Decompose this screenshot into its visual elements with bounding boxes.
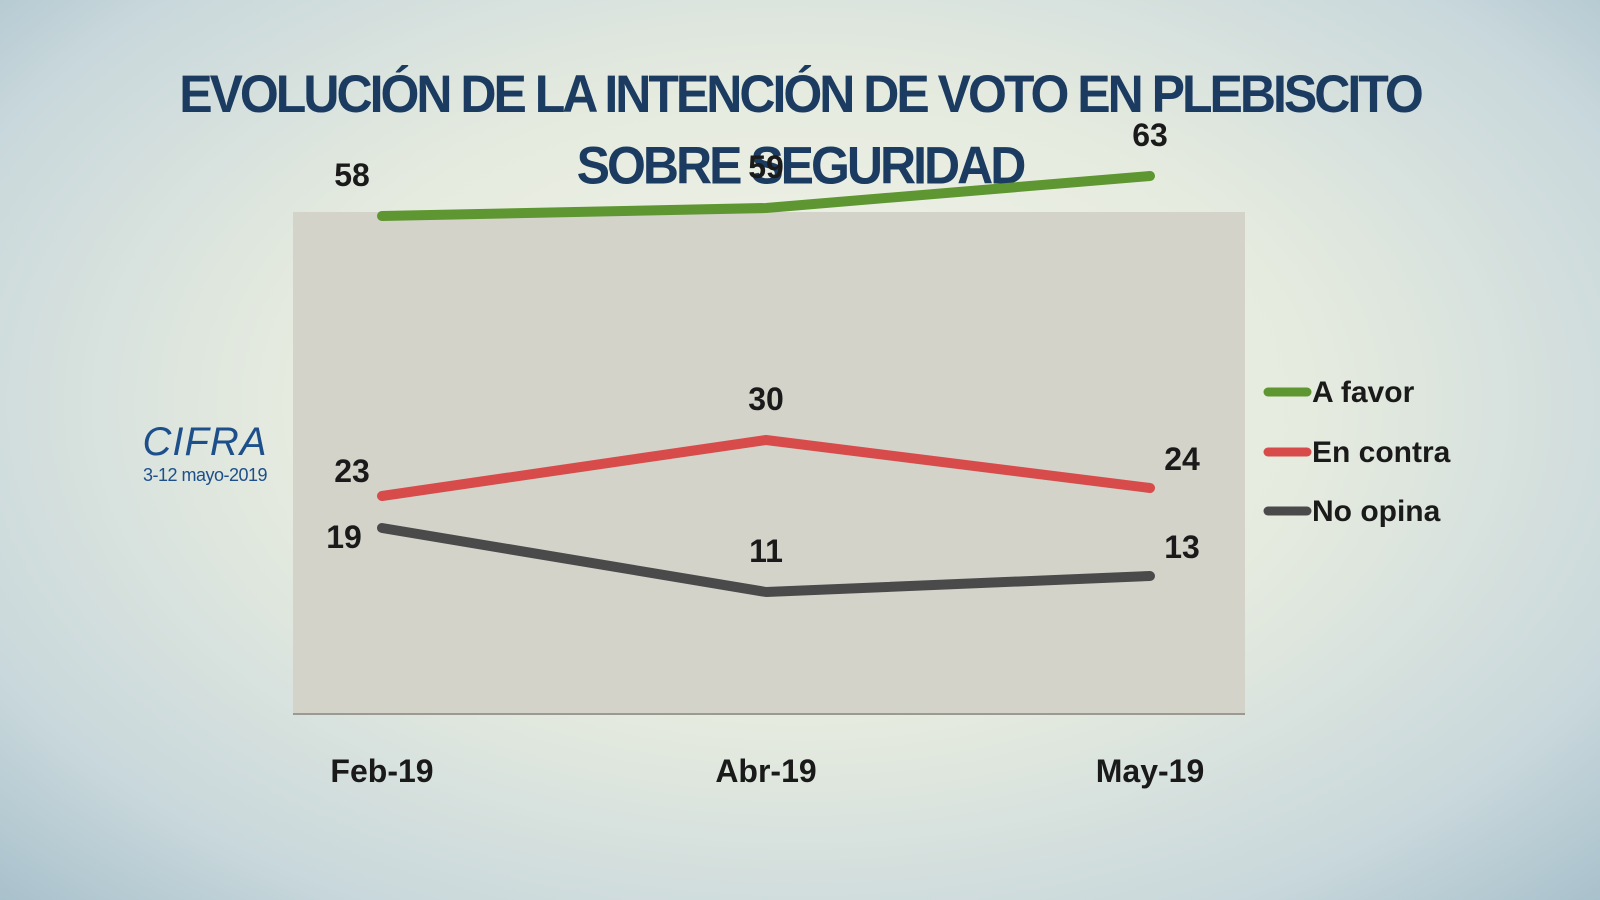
data-label-no-opina-abr-19: 11	[749, 533, 783, 569]
plot-area	[293, 212, 1245, 714]
data-label-a-favor-may-19: 63	[1132, 117, 1168, 153]
data-label-en-contra-feb-19: 23	[334, 453, 370, 489]
survey-date: 3-12 mayo-2019	[142, 465, 268, 485]
x-tick-label-feb-19: Feb-19	[330, 753, 433, 789]
series-line-no-opina	[377, 523, 1155, 597]
series-line-a-favor	[377, 171, 1155, 221]
data-label-a-favor-feb-19: 58	[334, 157, 370, 193]
brand-block: CIFRA 3-12 mayo-2019	[130, 420, 280, 486]
chart-title-line-1: EVOLUCIÓN DE LA INTENCIÓN DE VOTO EN PLE…	[179, 64, 1424, 124]
data-label-no-opina-feb-19: 19	[326, 519, 362, 555]
data-label-en-contra-may-19: 24	[1164, 441, 1200, 477]
series-line-en-contra	[377, 435, 1155, 501]
data-label-en-contra-abr-19: 30	[748, 381, 784, 417]
x-tick-label-may-19: May-19	[1096, 753, 1205, 789]
data-label-no-opina-may-19: 13	[1164, 529, 1200, 565]
legend-label-no-opina: No opina	[1312, 495, 1441, 528]
legend-label-a-favor: A favor	[1312, 376, 1415, 409]
cifra-logo: CIFRA	[142, 420, 268, 464]
x-tick-label-abr-19: Abr-19	[715, 753, 816, 789]
legend-label-en-contra: En contra	[1312, 436, 1451, 469]
data-label-a-favor-abr-19: 59	[748, 149, 784, 185]
chart-title-line-2: SOBRE SEGURIDAD	[576, 136, 1027, 196]
chart-title: EVOLUCIÓN DE LA INTENCIÓN DE VOTO EN PLE…	[0, 59, 1600, 202]
